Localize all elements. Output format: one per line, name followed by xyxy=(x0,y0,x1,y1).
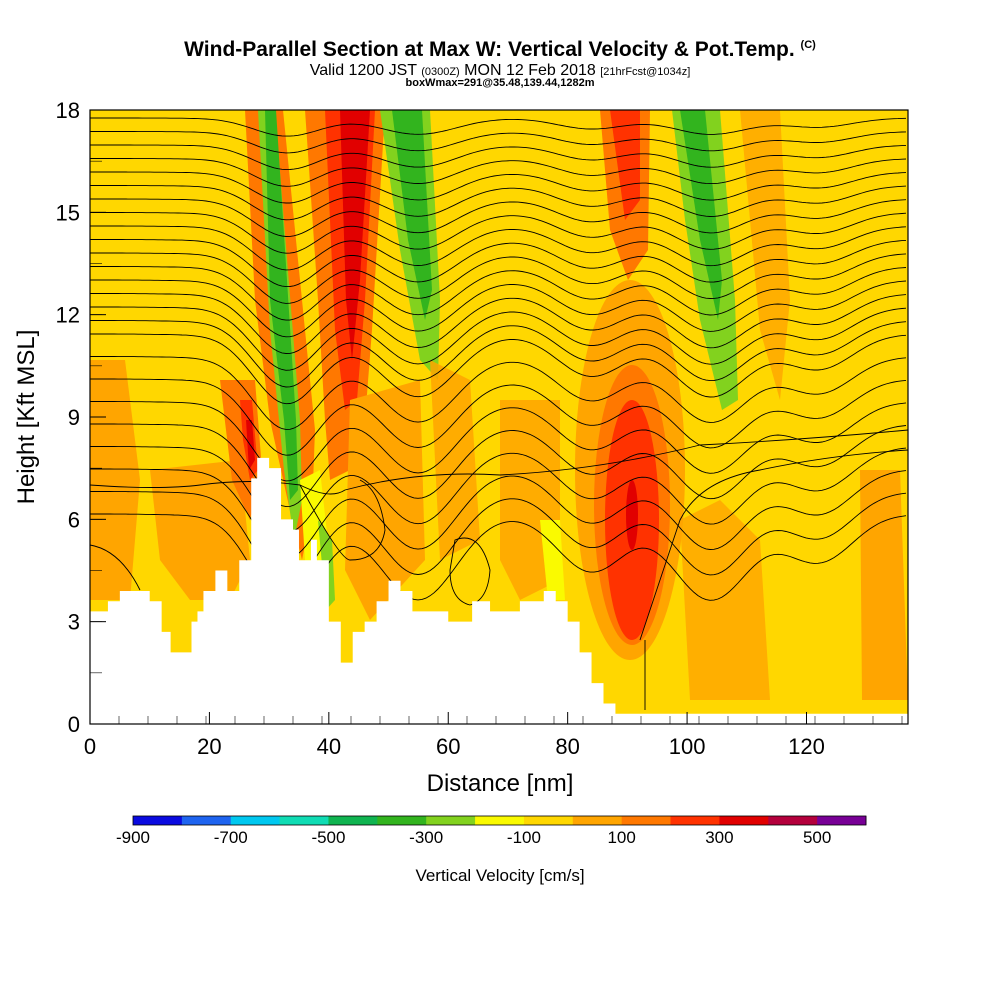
isentrope-line xyxy=(90,252,907,304)
y-tick-label: 18 xyxy=(56,98,80,123)
colorbar-frame xyxy=(132,815,867,826)
colorbar-swatch xyxy=(377,816,427,825)
y-tick-label: 9 xyxy=(68,405,80,430)
isentrope-line xyxy=(90,320,907,388)
isentrope-line xyxy=(90,356,907,430)
isentrope-line xyxy=(90,293,907,354)
colorbar-tick-label: -500 xyxy=(311,828,345,847)
colorbar-swatch xyxy=(181,816,232,825)
x-tick-label: 20 xyxy=(197,734,221,759)
isentrope-line xyxy=(90,513,907,610)
x-tick-label: 120 xyxy=(788,734,825,759)
colorbar-swatch xyxy=(230,816,281,825)
isentrope-line xyxy=(90,144,907,171)
colorbar-swatch xyxy=(133,816,183,825)
isentrope-line xyxy=(90,491,907,585)
x-tick-label: 100 xyxy=(669,734,706,759)
chart-subtitle-2: boxWmax=291@35.48,139.44,1282m xyxy=(405,77,595,89)
y-tick-label: 6 xyxy=(68,507,80,532)
colorbar-swatch xyxy=(475,816,525,825)
isentrope-line xyxy=(90,401,907,482)
isentrope-line xyxy=(90,279,907,338)
copyright-mark: (C) xyxy=(800,39,816,51)
isentrope-line xyxy=(90,333,907,405)
y-axis-label: Height [Kft MSL] xyxy=(13,330,40,505)
isentrope-line xyxy=(90,306,907,371)
colorbar-tick-label: 300 xyxy=(705,828,733,847)
colorbar-swatch xyxy=(279,816,329,825)
isentrope-line xyxy=(89,429,909,495)
isentrope-line xyxy=(90,468,907,559)
colorbar-label: Vertical Velocity [cm/s] xyxy=(415,866,584,885)
isentrope-line xyxy=(90,212,907,254)
y-tick-label: 15 xyxy=(56,200,80,225)
chart-subtitle: Valid 1200 JST (0300Z) MON 12 Feb 2018 [… xyxy=(309,62,691,79)
x-tick-label: 80 xyxy=(555,734,579,759)
isentrope-line xyxy=(90,239,907,288)
isentrope-line xyxy=(90,423,907,508)
colorbar-swatch xyxy=(670,816,720,825)
chart-title: Wind-Parallel Section at Max W: Vertical… xyxy=(184,38,816,61)
isentrope-line xyxy=(90,158,907,187)
x-tick-label: 40 xyxy=(317,734,341,759)
isentrope-line xyxy=(90,266,907,321)
colorbar-swatch xyxy=(719,816,769,825)
colorbar-swatch xyxy=(768,816,818,825)
colorbar-swatch xyxy=(572,816,623,825)
y-axis: 0 3 6 9 12 15 18 xyxy=(56,98,106,737)
colorbar-swatch xyxy=(426,816,476,825)
colorbar: -900 -700 -500 -300 -100 100 300 500 xyxy=(116,815,867,847)
isentrope-line xyxy=(299,479,386,561)
colorbar-tick-label: -300 xyxy=(409,828,443,847)
y-tick-label: 0 xyxy=(68,712,80,737)
y-tick-label: 3 xyxy=(68,610,80,635)
isentrope-line xyxy=(90,378,907,456)
colorbar-swatch xyxy=(817,816,867,825)
colorbar-tick-label: -100 xyxy=(507,828,541,847)
colorbar-swatch xyxy=(328,816,378,825)
isentrope-line xyxy=(90,131,907,154)
x-tick-label: 0 xyxy=(84,734,96,759)
isentrope-line xyxy=(90,446,907,533)
colorbar-swatch xyxy=(621,816,672,825)
colorbar-tick-label: 500 xyxy=(803,828,831,847)
isentrope-line xyxy=(89,544,141,591)
x-axis-label: Distance [nm] xyxy=(427,770,574,797)
isentrope-line xyxy=(639,449,909,641)
isentrope-line xyxy=(449,537,491,606)
colorbar-tick-label: -900 xyxy=(116,828,150,847)
terrain xyxy=(90,457,908,724)
x-axis: 0 20 40 60 80 100 120 xyxy=(84,712,825,759)
isentrope-line xyxy=(90,185,907,221)
y-tick-label: 12 xyxy=(56,303,80,328)
x-tick-label: 60 xyxy=(436,734,460,759)
isentrope-line xyxy=(90,198,907,237)
isentrope-line xyxy=(90,225,907,271)
colorbar-swatch xyxy=(523,816,574,825)
colorbar-tick-label: 100 xyxy=(607,828,635,847)
isentrope-line xyxy=(90,171,907,204)
colorbar-tick-label: -700 xyxy=(214,828,248,847)
isentrope-line xyxy=(90,117,907,137)
isentrope-contours xyxy=(89,117,909,710)
